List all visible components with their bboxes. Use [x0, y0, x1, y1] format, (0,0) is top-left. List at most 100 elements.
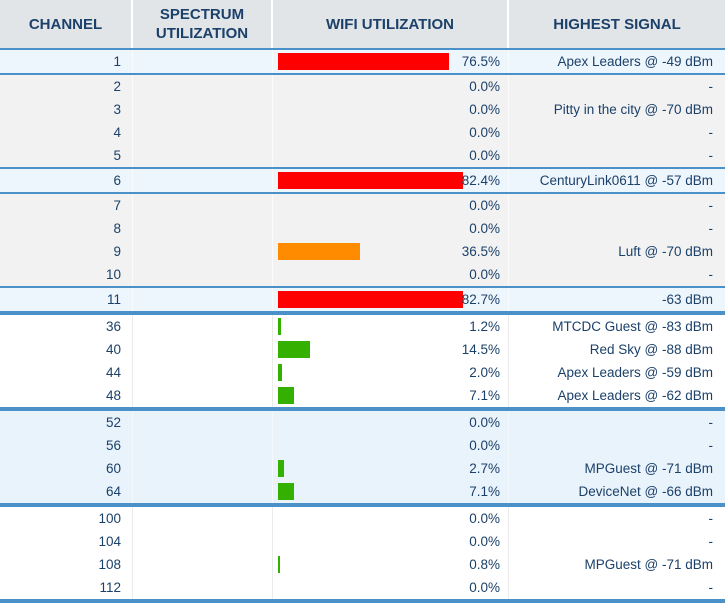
wifi-utilization-bar — [278, 556, 280, 573]
highest-signal-value: MPGuest @ -71 dBm — [584, 461, 714, 476]
wifi-utilization-cell: 0.0% — [273, 75, 509, 98]
wifi-utilization-cell: 82.4% — [273, 169, 509, 192]
highest-signal-value: Luft @ -70 dBm — [618, 244, 713, 259]
spectrum-utilization-cell — [133, 75, 273, 98]
wifi-utilization-cell: 0.0% — [273, 144, 509, 167]
highest-signal-value: CenturyLink0611 @ -57 dBm — [539, 173, 713, 188]
highest-signal-cell: - — [509, 411, 725, 434]
spectrum-utilization-cell — [133, 411, 273, 434]
channel-cell: 3 — [0, 98, 133, 121]
column-header-channel: CHANNEL — [0, 0, 133, 48]
channel-number: 1 — [113, 54, 121, 69]
channel-cell: 6 — [0, 169, 133, 192]
wifi-utilization-cell: 7.1% — [273, 480, 509, 503]
highest-signal-cell: CenturyLink0611 @ -57 dBm — [509, 169, 725, 192]
wifi-utilization-bar-track — [278, 291, 502, 308]
channel-number: 11 — [106, 292, 121, 307]
highest-signal-cell: Apex Leaders @ -49 dBm — [509, 50, 725, 73]
table-row: 64 7.1% DeviceNet @ -66 dBm — [0, 480, 725, 507]
wifi-utilization-value: 0.0% — [469, 438, 500, 453]
highest-signal-value: Apex Leaders @ -49 dBm — [557, 54, 713, 69]
channel-cell: 36 — [0, 315, 133, 338]
channel-cell: 100 — [0, 507, 133, 530]
highest-signal-value: - — [708, 125, 714, 140]
wifi-utilization-value: 0.0% — [469, 198, 500, 213]
highest-signal-value: - — [708, 267, 714, 282]
table-row: 48 7.1% Apex Leaders @ -62 dBm — [0, 384, 725, 411]
wifi-utilization-cell: 0.8% — [273, 553, 509, 576]
channel-cell: 2 — [0, 75, 133, 98]
highest-signal-cell: DeviceNet @ -66 dBm — [509, 480, 725, 503]
wifi-utilization-value: 36.5% — [461, 244, 500, 259]
highest-signal-cell: - — [509, 576, 725, 599]
wifi-utilization-cell: 2.0% — [273, 361, 509, 384]
wifi-utilization-bar — [278, 172, 463, 189]
channel-number: 60 — [105, 461, 121, 476]
table-row: 40 14.5% Red Sky @ -88 dBm — [0, 338, 725, 361]
highest-signal-cell: - — [509, 217, 725, 240]
wifi-utilization-value: 0.0% — [469, 125, 500, 140]
highest-signal-cell: - — [509, 194, 725, 217]
channel-number: 8 — [113, 221, 121, 236]
channel-number: 52 — [105, 415, 121, 430]
highest-signal-cell: MPGuest @ -71 dBm — [509, 457, 725, 480]
highest-signal-cell: Red Sky @ -88 dBm — [509, 338, 725, 361]
highest-signal-cell: - — [509, 434, 725, 457]
table-row: 9 36.5% Luft @ -70 dBm — [0, 240, 725, 263]
table-row: 60 2.7% MPGuest @ -71 dBm — [0, 457, 725, 480]
channel-cell: 56 — [0, 434, 133, 457]
channel-number: 2 — [113, 79, 121, 94]
column-header-channel-label: CHANNEL — [28, 15, 103, 33]
spectrum-utilization-cell — [133, 576, 273, 599]
wifi-utilization-cell: 0.0% — [273, 121, 509, 144]
wifi-utilization-cell: 0.0% — [273, 434, 509, 457]
wifi-utilization-value: 82.4% — [461, 173, 500, 188]
channel-number: 6 — [113, 173, 121, 188]
highest-signal-value: DeviceNet @ -66 dBm — [578, 484, 714, 499]
table-header: CHANNEL SPECTRUM UTILIZATION WIFI UTILIZ… — [0, 0, 725, 50]
wifi-utilization-bar-track — [278, 243, 502, 260]
highest-signal-value: - — [708, 580, 714, 595]
wifi-utilization-cell: 2.7% — [273, 457, 509, 480]
wifi-utilization-cell: 82.7% — [273, 288, 509, 311]
wifi-utilization-bar-track — [278, 53, 502, 70]
wifi-utilization-value: 82.7% — [461, 292, 500, 307]
wifi-utilization-value: 1.2% — [469, 319, 500, 334]
highest-signal-cell: - — [509, 530, 725, 553]
wifi-utilization-cell: 0.0% — [273, 263, 509, 286]
table-row: 7 0.0% - — [0, 194, 725, 217]
wifi-utilization-cell: 0.0% — [273, 217, 509, 240]
wifi-utilization-bar-track — [278, 318, 502, 335]
channel-cell: 40 — [0, 338, 133, 361]
channel-cell: 108 — [0, 553, 133, 576]
wifi-utilization-cell: 0.0% — [273, 530, 509, 553]
spectrum-utilization-cell — [133, 507, 273, 530]
table-row: 5 0.0% - — [0, 144, 725, 169]
column-header-wifi-utilization: WIFI UTILIZATION — [273, 0, 509, 48]
column-header-highest-signal: HIGHEST SIGNAL — [509, 0, 725, 48]
wifi-utilization-cell: 0.0% — [273, 194, 509, 217]
channel-number: 3 — [113, 102, 121, 117]
highest-signal-value: -63 dBm — [661, 292, 713, 307]
wifi-utilization-cell: 0.0% — [273, 576, 509, 599]
channel-number: 104 — [98, 534, 121, 549]
wifi-utilization-bar — [278, 387, 294, 404]
highest-signal-value: - — [708, 221, 714, 236]
wifi-utilization-value: 7.1% — [469, 484, 500, 499]
channel-cell: 64 — [0, 480, 133, 503]
highest-signal-value: MPGuest @ -71 dBm — [584, 557, 714, 572]
channel-cell: 112 — [0, 576, 133, 599]
channel-cell: 7 — [0, 194, 133, 217]
table-row: 11 82.7% -63 dBm — [0, 288, 725, 315]
channel-number: 44 — [105, 365, 121, 380]
highest-signal-cell: - — [509, 144, 725, 167]
channel-cell: 9 — [0, 240, 133, 263]
channel-number: 10 — [105, 267, 121, 282]
spectrum-utilization-cell — [133, 384, 273, 407]
wifi-utilization-value: 0.0% — [469, 267, 500, 282]
channel-cell: 60 — [0, 457, 133, 480]
channel-number: 48 — [105, 388, 121, 403]
column-header-wifi-utilization-label: WIFI UTILIZATION — [325, 15, 455, 33]
spectrum-utilization-cell — [133, 144, 273, 167]
spectrum-utilization-cell — [133, 288, 273, 311]
